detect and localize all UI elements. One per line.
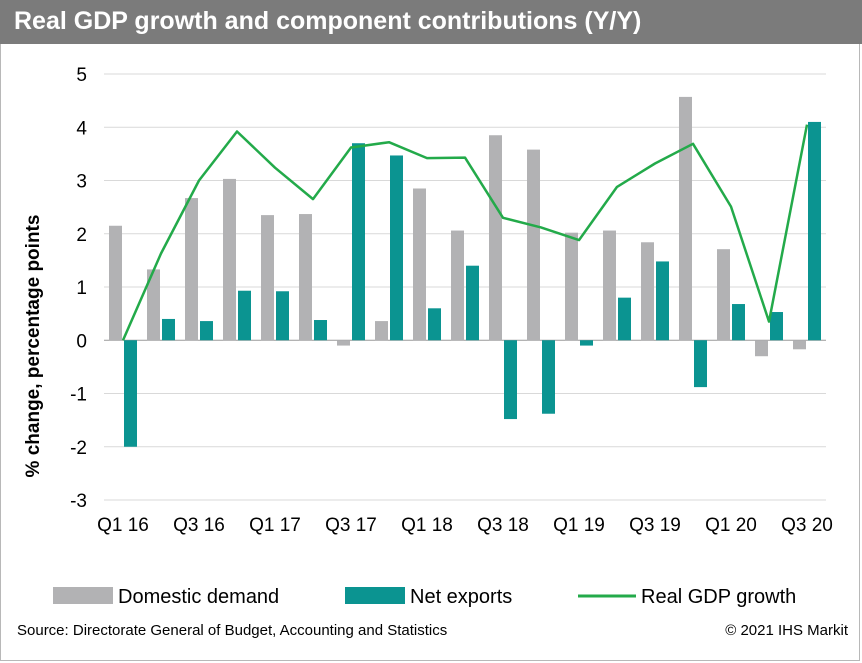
bar-domestic-demand	[299, 214, 312, 341]
bar-domestic-demand	[109, 225, 122, 341]
legend: Domestic demand Net exports Real GDP gro…	[53, 586, 796, 608]
bar-net-exports	[428, 308, 441, 341]
x-tick-label: Q3 16	[173, 515, 225, 536]
bar-net-exports	[770, 312, 783, 341]
x-tick-label: Q1 16	[97, 515, 149, 536]
bar-domestic-demand	[717, 249, 730, 341]
legend-swatch-domestic	[53, 587, 113, 604]
y-tick-label: 0	[76, 331, 87, 352]
title-bar: Real GDP growth and component contributi…	[0, 0, 862, 44]
bar-domestic-demand	[337, 340, 350, 346]
bar-net-exports	[808, 121, 821, 341]
y-tick-label: 2	[76, 225, 87, 246]
y-tick-label: 1	[76, 278, 87, 299]
bar-net-exports	[504, 340, 517, 420]
bar-net-exports	[390, 155, 403, 341]
bar-net-exports	[466, 265, 479, 341]
bar-net-exports	[200, 321, 213, 341]
x-tick-label: Q1 19	[553, 515, 605, 536]
bar-domestic-demand	[793, 340, 806, 350]
legend-label-gdp: Real GDP growth	[641, 586, 796, 608]
bar-domestic-demand	[755, 340, 768, 357]
y-tick-label: -3	[70, 491, 87, 512]
bar-domestic-demand	[679, 96, 692, 341]
bar-domestic-demand	[147, 269, 160, 341]
bar-domestic-demand	[565, 232, 578, 341]
bar-net-exports	[314, 320, 327, 341]
y-axis-label: % change, percentage points	[23, 215, 44, 478]
bar-net-exports	[656, 261, 669, 341]
y-tick-label: -1	[70, 385, 87, 406]
y-tick-label: -2	[70, 438, 87, 459]
bar-domestic-demand	[375, 321, 388, 341]
legend-label-net-exports: Net exports	[410, 586, 512, 608]
bar-domestic-demand	[641, 242, 654, 341]
source-note: Source: Directorate General of Budget, A…	[17, 622, 448, 639]
x-tick-label: Q1 20	[705, 515, 757, 536]
x-tick-label: Q1 18	[401, 515, 453, 536]
bar-net-exports	[732, 304, 745, 341]
bar-domestic-demand	[261, 215, 274, 341]
bar-net-exports	[542, 340, 555, 414]
x-tick-label: Q1 17	[249, 515, 301, 536]
x-tick-labels: Q1 16 Q3 16 Q1 17 Q3 17 Q1 18 Q3 18 Q1 19 Q3 19…	[97, 515, 833, 536]
x-tick-label: Q3 17	[325, 515, 377, 536]
bar-net-exports	[352, 143, 365, 341]
legend-label-domestic: Domestic demand	[118, 586, 279, 608]
bar-net-exports	[238, 290, 251, 341]
x-tick-label: Q3 18	[477, 515, 529, 536]
bar-net-exports	[618, 297, 631, 341]
bar-net-exports	[162, 318, 175, 341]
bar-domestic-demand	[223, 178, 236, 341]
bar-domestic-demand	[451, 230, 464, 341]
bar-net-exports	[124, 340, 137, 447]
bar-domestic-demand	[527, 149, 540, 341]
bar-domestic-demand	[489, 135, 502, 341]
bars	[109, 96, 821, 447]
y-tick-label: 4	[76, 118, 87, 139]
bar-domestic-demand	[185, 198, 198, 341]
legend-swatch-net-exports	[345, 587, 405, 604]
bar-net-exports	[694, 340, 707, 388]
y-tick-label: 5	[76, 65, 87, 86]
bar-net-exports	[276, 291, 289, 341]
chart-title: Real GDP growth and component contributi…	[14, 7, 642, 35]
bar-net-exports	[580, 340, 593, 346]
bar-domestic-demand	[603, 230, 616, 341]
gdp-line	[121, 124, 809, 341]
copyright-note: © 2021 IHS Markit	[725, 622, 848, 639]
x-tick-label: Q3 20	[781, 515, 833, 536]
gdp-line-layer	[121, 124, 809, 341]
x-tick-label: Q3 19	[629, 515, 681, 536]
y-tick-labels: 5 4 3 2 1 0 -1 -2 -3	[70, 65, 87, 512]
bar-domestic-demand	[413, 188, 426, 341]
y-tick-label: 3	[76, 172, 87, 193]
